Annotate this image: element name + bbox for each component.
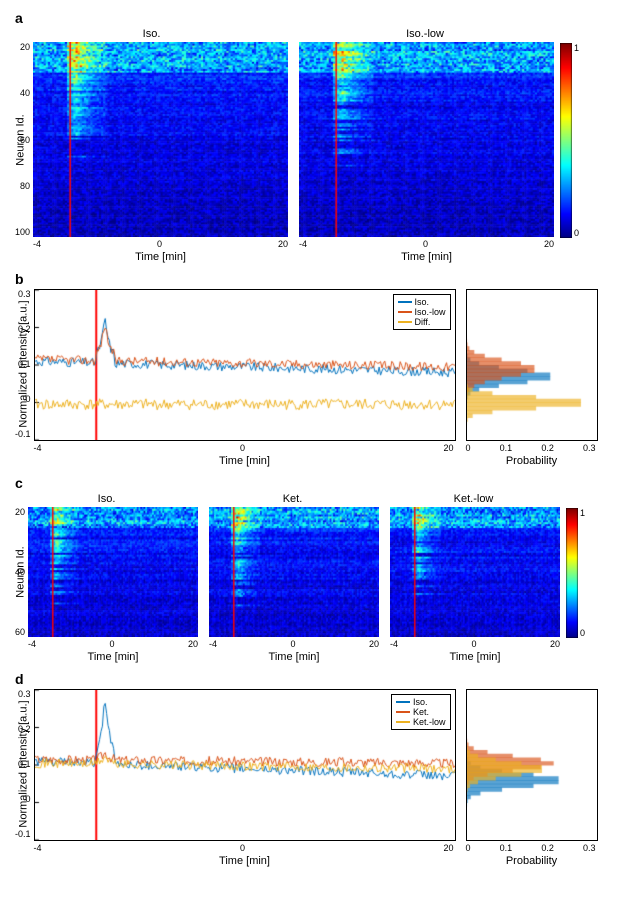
legend-label-d2: Ket.-low <box>413 717 446 727</box>
y-axis-c2 <box>206 507 209 637</box>
y-axis-d: Normalized Intensity [a.u.] 0.30.20.10-0… <box>15 689 34 839</box>
y-axis-a2 <box>296 42 299 237</box>
panel-d: Normalized Intensity [a.u.] 0.30.20.10-0… <box>15 689 619 867</box>
legend-b: Iso. Iso.-low Diff. <box>393 294 451 330</box>
colorbar-ticks-c: 10 <box>580 508 585 638</box>
y-label-d: Normalized Intensity [a.u.] <box>18 700 30 827</box>
panel-b-label: b <box>15 271 619 287</box>
heatmap-a2-title: Iso.-low <box>406 28 444 40</box>
heatmap-canvas-c1 <box>28 507 198 637</box>
x-label-hist-d: Probability <box>466 855 598 867</box>
y-axis-c3 <box>387 507 390 637</box>
x-label-c2: Time [min] <box>209 651 379 663</box>
colorbar-ticks-a: 10 <box>574 43 579 238</box>
x-label-b: Time [min] <box>34 455 456 467</box>
legend-label-b1: Iso.-low <box>415 307 446 317</box>
x-axis-hist-d: 00.10.20.3 <box>466 841 596 853</box>
hist-canvas-b <box>466 289 598 441</box>
heatmap-c1: Iso. Neuron Id. 204060 -4020 Time [min] <box>15 493 198 663</box>
x-label-hist-b: Probability <box>466 455 598 467</box>
y-label-b: Normalized Intensity [a.u.] <box>18 300 30 427</box>
heatmap-canvas-c2 <box>209 507 379 637</box>
x-label-c3: Time [min] <box>390 651 560 663</box>
panel-c: Iso. Neuron Id. 204060 -4020 Time [min] … <box>15 493 619 663</box>
legend-label-b0: Iso. <box>415 297 430 307</box>
x-label-c1: Time [min] <box>28 651 198 663</box>
heatmap-canvas-a1 <box>33 42 288 237</box>
heatmap-a2: Iso.-low -4020 Time [min] <box>296 28 554 263</box>
hist-b: 00.10.20.3 Probability <box>466 289 598 467</box>
hist-d: 00.10.20.3 Probability <box>466 689 598 867</box>
panel-a: Iso. Neuron Id. 20406080100 -4020 Time [… <box>15 28 619 263</box>
heatmap-canvas-c3 <box>390 507 560 637</box>
legend-b-2: Diff. <box>398 317 446 327</box>
colorbar-a: 10 <box>560 43 579 238</box>
legend-d: Iso. Ket. Ket.-low <box>391 694 451 730</box>
y-axis-c1: Neuron Id. 204060 <box>15 507 28 637</box>
panel-b: Normalized Intensity [a.u.] 0.30.20.10-0… <box>15 289 619 467</box>
panel-c-label: c <box>15 475 619 491</box>
colorbar-c: 10 <box>566 508 585 638</box>
x-axis-c1: -4020 <box>28 637 198 649</box>
legend-label-b2: Diff. <box>415 317 431 327</box>
heatmap-c3-title: Ket.-low <box>454 493 494 505</box>
legend-swatch-b0 <box>398 301 412 303</box>
legend-d-1: Ket. <box>396 707 446 717</box>
x-axis-d: -4020 <box>34 841 454 853</box>
line-plot-b: Iso. Iso.-low Diff. -4020 Time [min] <box>34 289 456 467</box>
legend-swatch-b2 <box>398 321 412 323</box>
x-label-a1: Time [min] <box>33 251 288 263</box>
y-label-a: Neuron Id. <box>15 114 27 165</box>
legend-swatch-d2 <box>396 721 410 723</box>
legend-d-2: Ket.-low <box>396 717 446 727</box>
panel-a-label: a <box>15 10 619 26</box>
x-axis-a1: -4020 <box>33 237 288 249</box>
x-axis-hist-b: 00.10.20.3 <box>466 441 596 453</box>
colorbar-canvas-a <box>560 43 572 238</box>
heatmap-c3: Ket.-low -4020 Time [min] <box>387 493 560 663</box>
heatmap-a1: Iso. Neuron Id. 20406080100 -4020 Time [… <box>15 28 288 263</box>
heatmap-c2-title: Ket. <box>283 493 303 505</box>
y-axis-a1: Neuron Id. 20406080100 <box>15 42 33 237</box>
legend-swatch-d0 <box>396 701 410 703</box>
y-axis-b: Normalized Intensity [a.u.] 0.30.20.10-0… <box>15 289 34 439</box>
legend-swatch-d1 <box>396 711 410 713</box>
x-axis-a2: -4020 <box>299 237 554 249</box>
x-label-a2: Time [min] <box>299 251 554 263</box>
legend-b-1: Iso.-low <box>398 307 446 317</box>
legend-label-d0: Iso. <box>413 697 428 707</box>
hist-canvas-d <box>466 689 598 841</box>
heatmap-canvas-a2 <box>299 42 554 237</box>
legend-swatch-b1 <box>398 311 412 313</box>
heatmap-a1-title: Iso. <box>143 28 161 40</box>
panel-d-label: d <box>15 671 619 687</box>
legend-d-0: Iso. <box>396 697 446 707</box>
x-axis-b: -4020 <box>34 441 454 453</box>
legend-label-d1: Ket. <box>413 707 429 717</box>
x-label-d: Time [min] <box>34 855 456 867</box>
heatmap-c1-title: Iso. <box>98 493 116 505</box>
x-axis-c2: -4020 <box>209 637 379 649</box>
x-axis-c3: -4020 <box>390 637 560 649</box>
heatmap-c2: Ket. -4020 Time [min] <box>206 493 379 663</box>
y-label-c: Neuron Id. <box>15 546 27 597</box>
line-plot-d: Iso. Ket. Ket.-low -4020 Time [min] <box>34 689 456 867</box>
legend-b-0: Iso. <box>398 297 446 307</box>
colorbar-canvas-c <box>566 508 578 638</box>
